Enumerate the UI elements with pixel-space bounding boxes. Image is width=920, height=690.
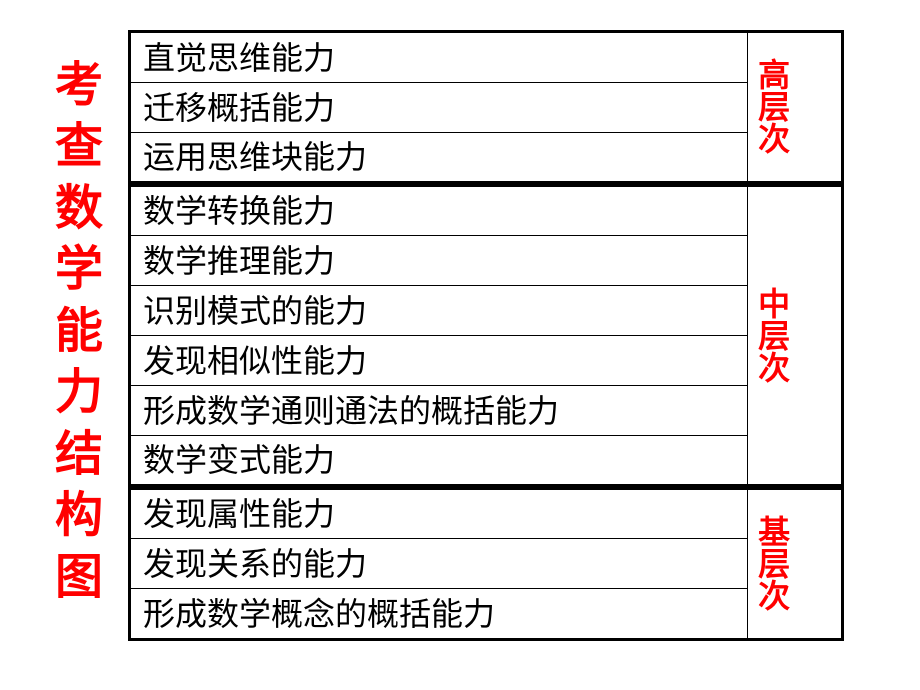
table-row: 数学推理能力 xyxy=(131,236,842,286)
level-char: 次 xyxy=(758,121,790,157)
ability-cell: 数学转换能力 xyxy=(131,184,748,236)
level-char: 次 xyxy=(758,350,790,386)
ability-structure-table: 直觉思维能力 高层次 迁移概括能力 运用思维块能力 数学转换能力 中层次 数学推… xyxy=(130,32,842,639)
ability-cell: 形成数学通则通法的概括能力 xyxy=(131,386,748,436)
level-cell-base: 基层次 xyxy=(748,487,842,639)
table-row: 数学变式能力 xyxy=(131,436,842,488)
page-title: 考查数学能力结构图 xyxy=(55,30,128,608)
title-char: 学 xyxy=(55,239,103,300)
ability-cell: 直觉思维能力 xyxy=(131,33,748,83)
title-char: 查 xyxy=(55,116,103,177)
ability-cell: 数学变式能力 xyxy=(131,436,748,488)
level-char: 中 xyxy=(758,286,790,322)
table-row: 发现关系的能力 xyxy=(131,539,842,589)
title-char: 力 xyxy=(55,362,103,423)
ability-cell: 识别模式的能力 xyxy=(131,286,748,336)
ability-cell: 数学推理能力 xyxy=(131,236,748,286)
table-row: 发现属性能力 基层次 xyxy=(131,487,842,539)
title-char: 结 xyxy=(55,424,103,485)
table-row: 形成数学通则通法的概括能力 xyxy=(131,386,842,436)
ability-cell: 运用思维块能力 xyxy=(131,133,748,185)
ability-cell: 发现相似性能力 xyxy=(131,336,748,386)
level-cell-middle: 中层次 xyxy=(748,184,842,487)
ability-cell: 迁移概括能力 xyxy=(131,83,748,133)
title-char: 数 xyxy=(55,178,103,239)
title-char: 考 xyxy=(55,55,103,116)
level-char: 层 xyxy=(758,318,790,354)
table-row: 直觉思维能力 高层次 xyxy=(131,33,842,83)
ability-cell: 形成数学概念的概括能力 xyxy=(131,589,748,639)
title-char: 图 xyxy=(55,547,103,608)
table-row: 识别模式的能力 xyxy=(131,286,842,336)
level-char: 层 xyxy=(758,546,790,582)
table-row: 数学转换能力 中层次 xyxy=(131,184,842,236)
ability-cell: 发现属性能力 xyxy=(131,487,748,539)
title-char: 能 xyxy=(55,301,103,362)
table-row: 形成数学概念的概括能力 xyxy=(131,589,842,639)
level-char: 层 xyxy=(758,89,790,125)
ability-structure-table-wrapper: 直觉思维能力 高层次 迁移概括能力 运用思维块能力 数学转换能力 中层次 数学推… xyxy=(128,30,844,641)
level-cell-high: 高层次 xyxy=(748,33,842,185)
title-char: 构 xyxy=(55,485,103,546)
ability-cell: 发现关系的能力 xyxy=(131,539,748,589)
table-row: 发现相似性能力 xyxy=(131,336,842,386)
level-char: 次 xyxy=(758,578,790,614)
table-row: 迁移概括能力 xyxy=(131,83,842,133)
level-char: 高 xyxy=(758,57,790,93)
level-char: 基 xyxy=(758,514,790,550)
table-row: 运用思维块能力 xyxy=(131,133,842,185)
